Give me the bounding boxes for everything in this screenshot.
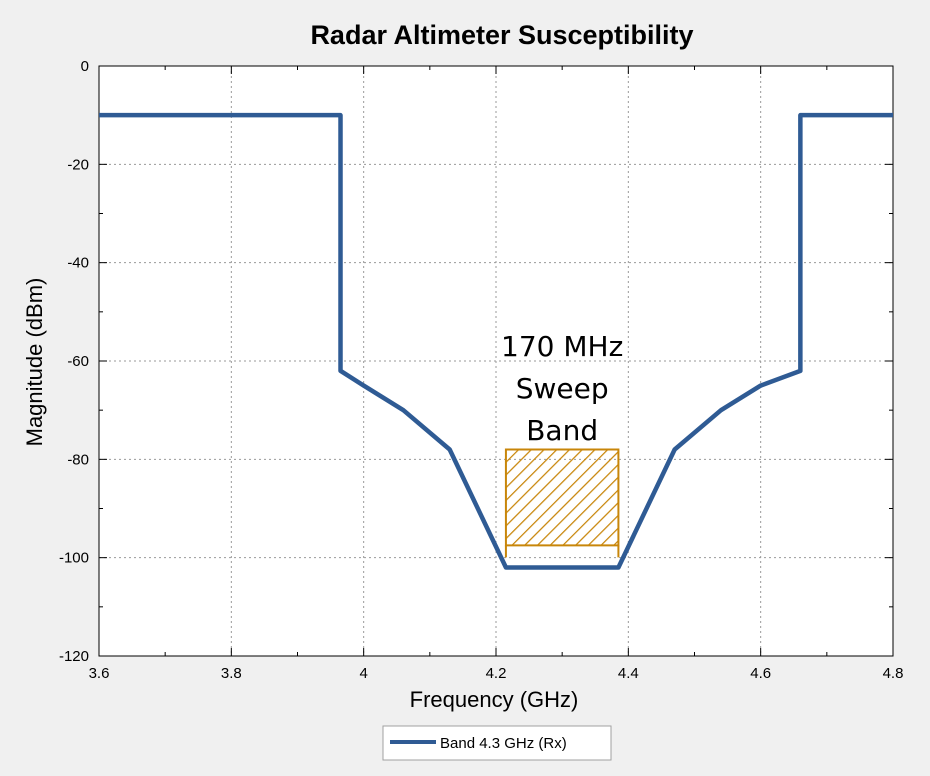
tick-layer: 3.6 3.8 4 4.2 4.4 4.6 4.8 0 -20 -40 -60 -80 -100 -120 <box>59 58 903 682</box>
chart-title: Radar Altimeter Susceptibility <box>310 20 693 50</box>
x-tick-label: 4 <box>359 665 367 682</box>
x-tick-label: 3.6 <box>89 665 110 682</box>
sweep-band-label-line: Band <box>526 414 598 447</box>
x-axis-label: Frequency (GHz) <box>410 687 579 712</box>
y-tick-label: 0 <box>81 58 89 75</box>
x-tick-label: 4.4 <box>618 665 639 682</box>
sweep-band-label-line: 170 MHz <box>501 330 623 363</box>
sweep-band-label-line: Sweep <box>516 372 609 405</box>
y-tick-label: -40 <box>67 255 89 272</box>
x-tick-label: 4.6 <box>750 665 771 682</box>
y-tick-label: -60 <box>67 353 89 370</box>
series-line-band-4-3-ghz <box>99 112 893 570</box>
x-tick-label: 3.8 <box>221 665 242 682</box>
y-tick-label: -20 <box>67 156 89 173</box>
sweep-band-hatch <box>504 448 620 547</box>
x-tick-label: 4.2 <box>486 665 507 682</box>
x-tick-label: 4.8 <box>883 665 904 682</box>
legend: Band 4.3 GHz (Rx) <box>382 725 612 761</box>
annotation-layer: 170 MHz Sweep Band <box>501 330 623 558</box>
grid-layer <box>99 66 893 656</box>
y-axis-label: Magnitude (dBm) <box>22 278 47 447</box>
legend-label-band-4-3-ghz: Band 4.3 GHz (Rx) <box>440 735 567 752</box>
y-tick-label: -80 <box>67 451 89 468</box>
series-layer <box>99 112 893 570</box>
y-tick-label: -120 <box>59 648 89 665</box>
y-tick-label: -100 <box>59 550 89 567</box>
